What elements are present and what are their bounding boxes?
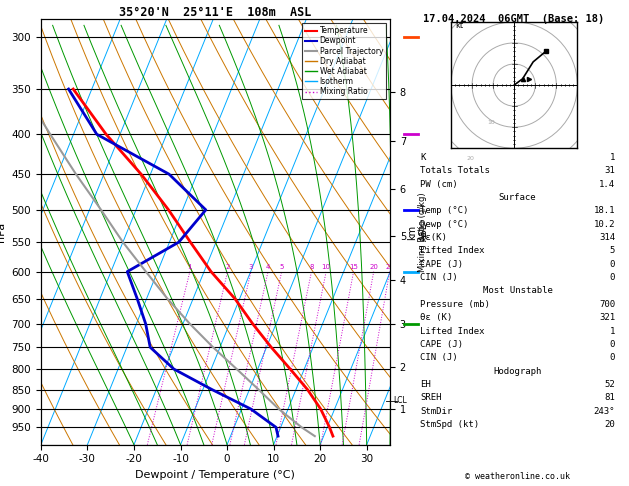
Text: EH: EH bbox=[420, 380, 431, 389]
Text: PW (cm): PW (cm) bbox=[420, 179, 458, 189]
Y-axis label: hPa: hPa bbox=[0, 222, 6, 242]
Text: Lifted Index: Lifted Index bbox=[420, 246, 484, 256]
Text: 3: 3 bbox=[248, 264, 253, 270]
Text: 31: 31 bbox=[604, 166, 615, 175]
Text: 10: 10 bbox=[487, 120, 495, 124]
Text: 4: 4 bbox=[266, 264, 270, 270]
Text: 10.2: 10.2 bbox=[594, 220, 615, 229]
Text: K: K bbox=[420, 153, 425, 162]
Text: 5: 5 bbox=[279, 264, 284, 270]
Text: Temp (°C): Temp (°C) bbox=[420, 206, 469, 215]
Text: Lifted Index: Lifted Index bbox=[420, 327, 484, 336]
Text: 52: 52 bbox=[604, 380, 615, 389]
Text: 15: 15 bbox=[349, 264, 358, 270]
Text: 1.4: 1.4 bbox=[599, 179, 615, 189]
Text: 25: 25 bbox=[386, 264, 394, 270]
Text: kt: kt bbox=[455, 21, 464, 30]
Text: 700: 700 bbox=[599, 300, 615, 309]
Text: 1: 1 bbox=[610, 153, 615, 162]
Text: StmSpd (kt): StmSpd (kt) bbox=[420, 420, 479, 429]
Text: 2: 2 bbox=[225, 264, 230, 270]
Y-axis label: km
ASL: km ASL bbox=[408, 223, 429, 241]
Text: 8: 8 bbox=[309, 264, 314, 270]
Text: CIN (J): CIN (J) bbox=[420, 273, 458, 282]
Text: 17.04.2024  06GMT  (Base: 18): 17.04.2024 06GMT (Base: 18) bbox=[423, 14, 604, 24]
Text: Totals Totals: Totals Totals bbox=[420, 166, 490, 175]
Text: 0: 0 bbox=[610, 353, 615, 363]
Text: 20: 20 bbox=[466, 156, 474, 161]
Text: Hodograph: Hodograph bbox=[494, 366, 542, 376]
Text: StmDir: StmDir bbox=[420, 407, 452, 416]
Text: 20: 20 bbox=[604, 420, 615, 429]
Text: θε(K): θε(K) bbox=[420, 233, 447, 242]
Text: 1: 1 bbox=[610, 327, 615, 336]
Title: 35°20'N  25°11'E  108m  ASL: 35°20'N 25°11'E 108m ASL bbox=[120, 6, 311, 19]
Text: 5: 5 bbox=[610, 246, 615, 256]
Text: 314: 314 bbox=[599, 233, 615, 242]
Text: Surface: Surface bbox=[499, 193, 537, 202]
Text: CIN (J): CIN (J) bbox=[420, 353, 458, 363]
Text: LCL: LCL bbox=[394, 396, 407, 405]
Text: Mixing Ratio (g/kg): Mixing Ratio (g/kg) bbox=[418, 192, 427, 272]
Text: 81: 81 bbox=[604, 393, 615, 402]
Text: Most Unstable: Most Unstable bbox=[482, 286, 553, 295]
Text: 0: 0 bbox=[610, 260, 615, 269]
X-axis label: Dewpoint / Temperature (°C): Dewpoint / Temperature (°C) bbox=[135, 470, 296, 480]
Legend: Temperature, Dewpoint, Parcel Trajectory, Dry Adiabat, Wet Adiabat, Isotherm, Mi: Temperature, Dewpoint, Parcel Trajectory… bbox=[302, 23, 386, 99]
Text: 20: 20 bbox=[369, 264, 378, 270]
Text: 1: 1 bbox=[187, 264, 192, 270]
Text: 243°: 243° bbox=[594, 407, 615, 416]
Text: 0: 0 bbox=[610, 273, 615, 282]
Text: θε (K): θε (K) bbox=[420, 313, 452, 322]
Text: CAPE (J): CAPE (J) bbox=[420, 340, 463, 349]
Text: 18.1: 18.1 bbox=[594, 206, 615, 215]
Text: 0: 0 bbox=[610, 340, 615, 349]
Text: CAPE (J): CAPE (J) bbox=[420, 260, 463, 269]
Text: © weatheronline.co.uk: © weatheronline.co.uk bbox=[465, 472, 569, 481]
Text: Pressure (mb): Pressure (mb) bbox=[420, 300, 490, 309]
Text: Dewp (°C): Dewp (°C) bbox=[420, 220, 469, 229]
Text: SREH: SREH bbox=[420, 393, 442, 402]
Text: 10: 10 bbox=[321, 264, 331, 270]
Text: 321: 321 bbox=[599, 313, 615, 322]
